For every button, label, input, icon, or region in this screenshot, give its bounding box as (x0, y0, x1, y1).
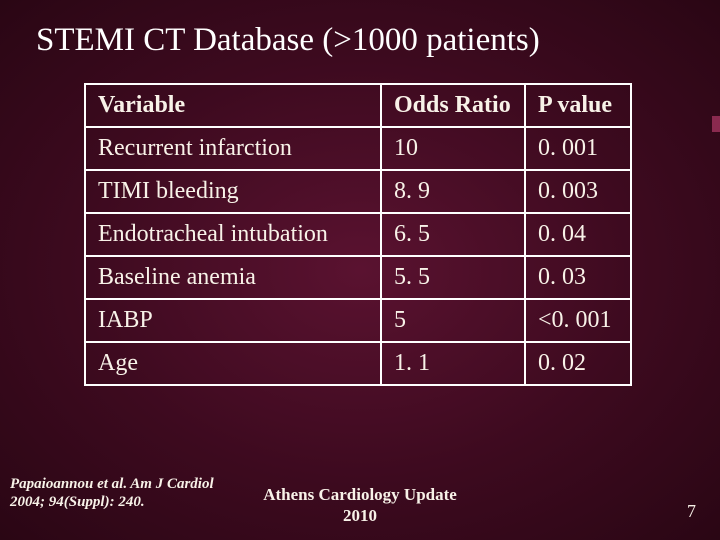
cell-variable: Age (85, 342, 381, 385)
cell-odds-ratio: 6. 5 (381, 213, 525, 256)
table-row: Baseline anemia 5. 5 0. 03 (85, 256, 631, 299)
cell-variable: IABP (85, 299, 381, 342)
cell-odds-ratio: 5 (381, 299, 525, 342)
cell-p-value: 0. 003 (525, 170, 631, 213)
cell-variable: Endotracheal intubation (85, 213, 381, 256)
cell-odds-ratio: 10 (381, 127, 525, 170)
table-row: TIMI bleeding 8. 9 0. 003 (85, 170, 631, 213)
table-row: Endotracheal intubation 6. 5 0. 04 (85, 213, 631, 256)
cell-p-value: 0. 04 (525, 213, 631, 256)
accent-bar (712, 116, 720, 132)
cell-odds-ratio: 1. 1 (381, 342, 525, 385)
cell-variable: Recurrent infarction (85, 127, 381, 170)
table-row: Age 1. 1 0. 02 (85, 342, 631, 385)
table-header-variable: Variable (85, 84, 381, 127)
cell-variable: Baseline anemia (85, 256, 381, 299)
slide-title: STEMI CT Database (>1000 patients) (36, 22, 688, 59)
cell-p-value: 0. 001 (525, 127, 631, 170)
data-table: Variable Odds Ratio P value Recurrent in… (84, 83, 632, 386)
cell-odds-ratio: 5. 5 (381, 256, 525, 299)
slide: STEMI CT Database (>1000 patients) Varia… (0, 0, 720, 540)
table-header-row: Variable Odds Ratio P value (85, 84, 631, 127)
footer-center: Athens Cardiology Update 2010 (263, 485, 457, 526)
citation-text: Papaioannou et al. Am J Cardiol 2004; 94… (10, 475, 240, 513)
footer-line: Athens Cardiology Update 2010 (263, 485, 457, 524)
table-row: Recurrent infarction 10 0. 001 (85, 127, 631, 170)
cell-variable: TIMI bleeding (85, 170, 381, 213)
cell-p-value: <0. 001 (525, 299, 631, 342)
cell-p-value: 0. 02 (525, 342, 631, 385)
table-header-odds-ratio: Odds Ratio (381, 84, 525, 127)
table-header-p-value: P value (525, 84, 631, 127)
table-row: IABP 5 <0. 001 (85, 299, 631, 342)
cell-p-value: 0. 03 (525, 256, 631, 299)
page-number: 7 (687, 501, 696, 522)
cell-odds-ratio: 8. 9 (381, 170, 525, 213)
